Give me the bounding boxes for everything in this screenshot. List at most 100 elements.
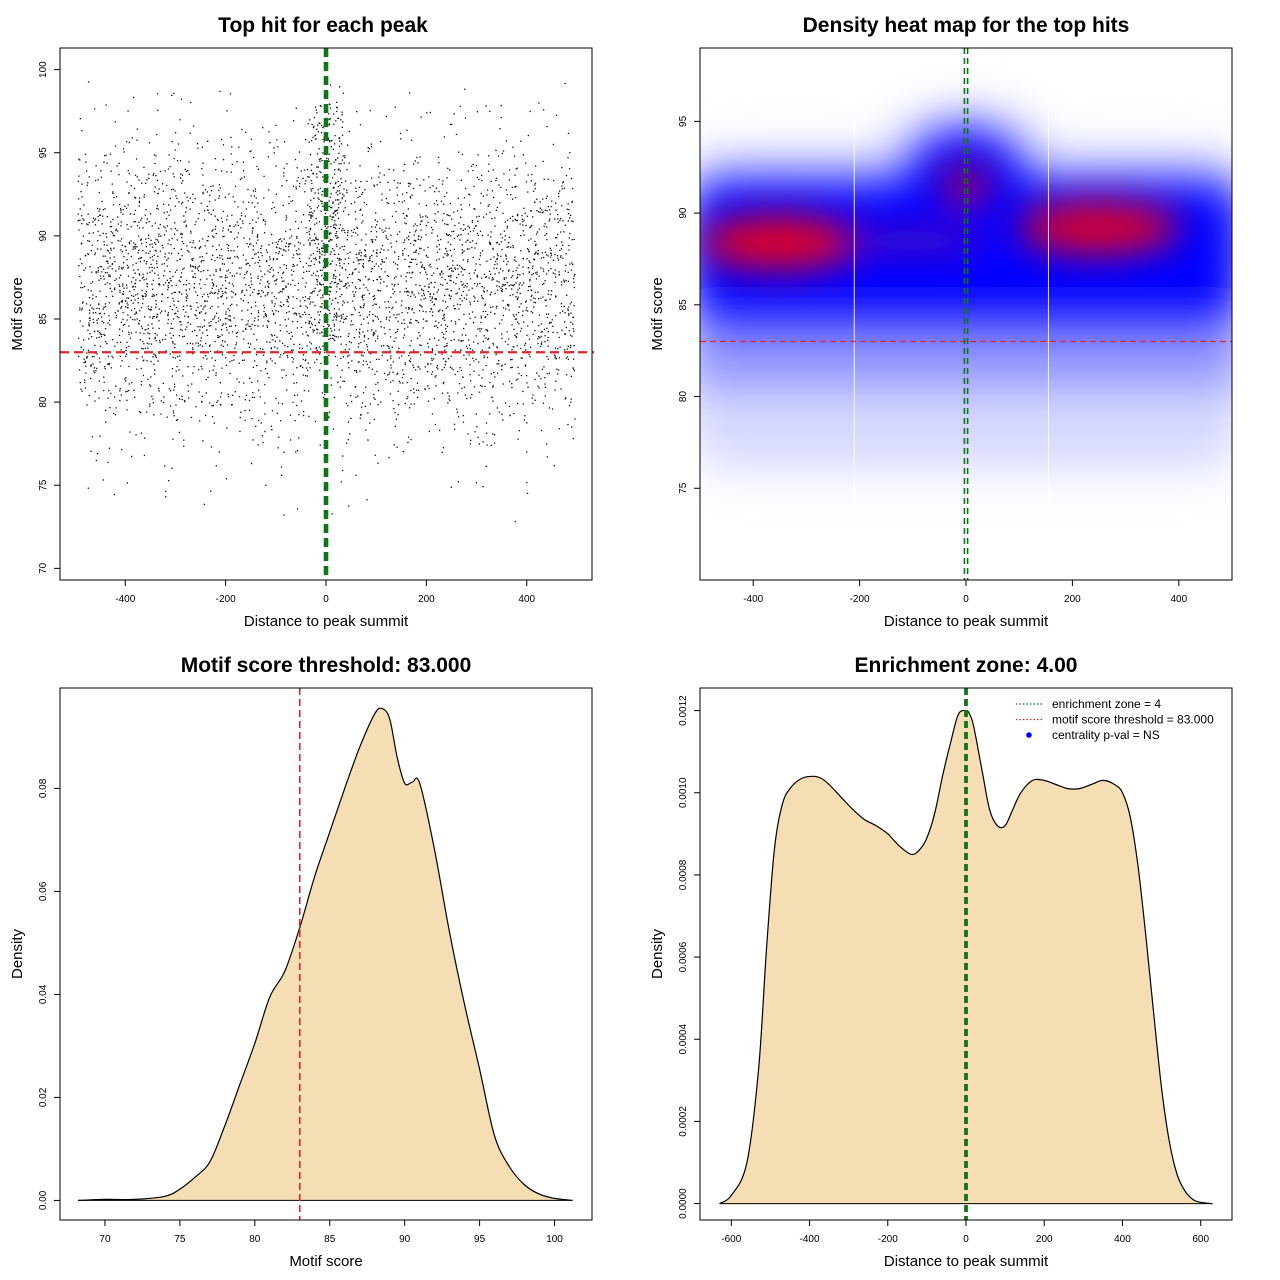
scatter-point: [542, 296, 544, 298]
scatter-point: [215, 269, 217, 271]
scatter-point: [457, 268, 459, 270]
scatter-point: [253, 396, 256, 399]
scatter-point: [237, 206, 239, 208]
scatter-point: [366, 344, 368, 346]
scatter-point: [302, 277, 304, 279]
scatter-point: [254, 301, 257, 303]
scatter-point: [433, 358, 435, 360]
scatter-point: [260, 247, 262, 250]
scatter-point: [109, 283, 111, 285]
scatter-point: [257, 275, 259, 277]
scatter-point: [454, 268, 457, 270]
scatter-point: [117, 230, 119, 232]
scatter-point: [544, 341, 546, 343]
scatter-point: [484, 385, 486, 388]
scatter-point: [101, 200, 103, 203]
scatter-point: [296, 264, 298, 266]
scatter-point: [84, 255, 87, 257]
scatter-point: [265, 368, 267, 370]
scatter-point: [475, 358, 477, 360]
scatter-point: [405, 275, 407, 278]
scatter-point: [275, 246, 278, 248]
scatter-point: [342, 455, 344, 457]
scatter-point: [364, 276, 367, 278]
scatter-point: [105, 104, 107, 106]
scatter-point: [375, 303, 378, 305]
scatter-point: [570, 321, 572, 323]
scatter-point: [513, 284, 516, 286]
scatter-point: [172, 412, 175, 414]
scatter-point: [249, 287, 252, 289]
scatter-point: [332, 202, 334, 204]
scatter-point: [455, 323, 457, 325]
scatter-point: [480, 277, 483, 279]
scatter-point: [225, 478, 228, 480]
scatter-point: [388, 373, 390, 375]
scatter-point: [147, 378, 149, 380]
scatter-point: [534, 182, 536, 184]
scatter-point: [165, 334, 167, 336]
scatter-point: [293, 382, 295, 384]
scatter-point: [219, 403, 221, 406]
scatter-point: [481, 377, 483, 379]
scatter-point: [319, 187, 321, 190]
scatter-point: [406, 291, 408, 293]
scatter-point: [98, 308, 100, 310]
scatter-point: [363, 201, 365, 204]
scatter-point: [564, 82, 566, 85]
scatter-point: [441, 183, 444, 185]
scatter-point: [210, 213, 212, 216]
scatter-point: [476, 216, 478, 218]
scatter-point: [323, 260, 325, 262]
scatter-point: [422, 310, 424, 312]
scatter-point: [126, 181, 128, 183]
scatter-point: [90, 377, 92, 380]
scatter-point: [377, 318, 380, 320]
scatter-point: [516, 345, 518, 347]
scatter-point: [316, 176, 318, 178]
scatter-point: [433, 272, 435, 274]
scatter-point: [528, 338, 531, 340]
scatter-point: [118, 302, 121, 304]
scatter-point: [402, 193, 404, 195]
scatter-point: [230, 153, 232, 155]
scatter-point: [172, 318, 175, 320]
scatter-point: [301, 347, 303, 349]
scatter-point: [508, 305, 510, 307]
scatter-point: [116, 165, 118, 167]
scatter-point: [219, 187, 221, 189]
scatter-point: [215, 249, 218, 251]
scatter-point: [574, 273, 576, 276]
scatter-point: [252, 439, 254, 441]
scatter-point: [465, 298, 468, 300]
scatter-point: [202, 162, 204, 164]
scatter-point: [427, 221, 429, 224]
scatter-point: [402, 252, 404, 255]
scatter-point: [389, 311, 391, 313]
scatter-point: [340, 143, 343, 145]
scatter-point: [493, 256, 495, 258]
scatter-point: [222, 230, 224, 232]
scatter-x-tick-label: 200: [418, 594, 435, 605]
scatter-point: [338, 253, 340, 255]
scatter-point: [332, 187, 334, 189]
scatter-point: [328, 113, 330, 115]
scatter-point: [526, 258, 528, 260]
scatter-point: [152, 402, 154, 404]
scatter-point: [413, 244, 415, 246]
scatter-point: [250, 280, 252, 282]
scatter-point: [271, 310, 274, 312]
scatter-point: [478, 258, 480, 260]
scatter-point: [481, 297, 483, 299]
scatter-point: [302, 358, 304, 361]
scatter-point: [191, 383, 193, 385]
scatter-point: [540, 345, 542, 347]
scatter-point: [457, 392, 459, 394]
scatter-point: [413, 225, 415, 227]
scatter-point: [253, 195, 256, 197]
scatter-point: [178, 316, 180, 319]
scatter-point: [93, 308, 95, 310]
scatter-point: [98, 303, 100, 305]
scatter-point: [209, 325, 212, 327]
scatter-point: [557, 348, 559, 350]
